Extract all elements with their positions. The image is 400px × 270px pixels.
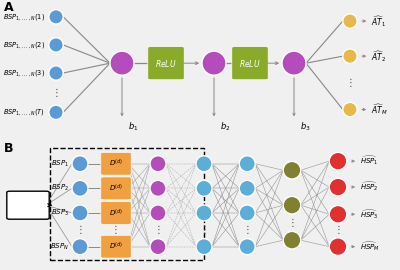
Text: $ReLU$: $ReLU$ [239,58,261,69]
FancyBboxPatch shape [101,202,131,224]
Ellipse shape [150,239,166,255]
Text: $\widehat{AT}_1$: $\widehat{AT}_1$ [371,14,386,29]
Ellipse shape [49,66,63,80]
Text: ⋮: ⋮ [287,218,297,228]
Ellipse shape [72,156,88,172]
Text: $D^{(d)}$: $D^{(d)}$ [109,158,123,169]
Text: ⋮: ⋮ [153,225,163,235]
Text: ⋮: ⋮ [75,225,85,235]
Text: ⋮: ⋮ [111,225,121,235]
Text: $\widehat{HSP}_M$: $\widehat{HSP}_M$ [360,240,380,253]
Text: $\widehat{AT}_2$: $\widehat{AT}_2$ [371,49,386,64]
Ellipse shape [343,49,357,63]
Text: $BSP_{1,...,N}(3)$: $BSP_{1,...,N}(3)$ [3,68,45,78]
FancyBboxPatch shape [148,47,184,80]
Text: $\widehat{AT}_M$: $\widehat{AT}_M$ [371,102,388,117]
Ellipse shape [239,239,255,255]
Text: ⋮: ⋮ [242,225,252,235]
Ellipse shape [329,178,347,196]
FancyBboxPatch shape [232,47,268,80]
Text: $Adj^{(1)}$: $Adj^{(1)}$ [17,198,39,212]
Text: B: B [4,142,14,155]
Ellipse shape [283,231,301,249]
Text: $D^{(d)}$: $D^{(d)}$ [109,183,123,194]
Ellipse shape [283,161,301,179]
Ellipse shape [72,180,88,196]
Ellipse shape [49,38,63,52]
Ellipse shape [196,205,212,221]
FancyBboxPatch shape [101,235,131,258]
Ellipse shape [343,14,357,28]
Text: $BSP_{1,...,N}(T)$: $BSP_{1,...,N}(T)$ [3,107,45,117]
Text: $\widehat{HSP}_2$: $\widehat{HSP}_2$ [360,181,379,193]
Ellipse shape [110,51,134,75]
Text: ⋮: ⋮ [51,88,61,98]
Text: ⋮: ⋮ [199,225,209,235]
Text: $\widehat{HSP}_1$: $\widehat{HSP}_1$ [360,155,379,167]
Text: ⋮: ⋮ [333,225,343,235]
Text: $BSP_2$: $BSP_2$ [51,183,69,193]
Ellipse shape [343,102,357,117]
Text: $\mathcal{M}_2$: $\mathcal{M}_2$ [205,57,223,70]
Ellipse shape [329,152,347,170]
Ellipse shape [72,205,88,221]
Text: A: A [4,1,14,14]
Text: $D^{(d)}$: $D^{(d)}$ [109,241,123,252]
Text: $BSP_{1,...,N}(1)$: $BSP_{1,...,N}(1)$ [3,12,45,22]
Text: $\mathcal{M}_3$: $\mathcal{M}_3$ [285,57,303,70]
Ellipse shape [49,10,63,24]
Text: $\mathcal{M}_1$: $\mathcal{M}_1$ [113,57,131,70]
Ellipse shape [329,238,347,255]
Ellipse shape [239,156,255,172]
Ellipse shape [239,180,255,196]
Text: ⋮: ⋮ [345,78,355,88]
Text: $BSP_N$: $BSP_N$ [50,242,69,252]
Text: $D^{(d)}$: $D^{(d)}$ [109,207,123,219]
FancyBboxPatch shape [101,177,131,200]
Ellipse shape [150,180,166,196]
Ellipse shape [150,205,166,221]
Text: $b_1$: $b_1$ [128,120,138,133]
Text: $b_2$: $b_2$ [220,120,230,133]
Ellipse shape [72,239,88,255]
Ellipse shape [196,156,212,172]
Ellipse shape [49,105,63,120]
FancyBboxPatch shape [101,152,131,175]
Ellipse shape [282,51,306,75]
Text: $BSP_1$: $BSP_1$ [51,159,69,169]
Ellipse shape [150,156,166,172]
Ellipse shape [239,205,255,221]
Text: $\widehat{HSP}_3$: $\widehat{HSP}_3$ [360,208,379,221]
Ellipse shape [283,196,301,214]
Text: $ReLU$: $ReLU$ [155,58,177,69]
Text: $BSP_{1,...,N}(2)$: $BSP_{1,...,N}(2)$ [3,40,45,50]
Ellipse shape [329,205,347,223]
Text: $BSP_3$: $BSP_3$ [51,208,69,218]
Text: $b_3$: $b_3$ [300,120,311,133]
Ellipse shape [196,180,212,196]
FancyBboxPatch shape [7,191,49,219]
Ellipse shape [196,239,212,255]
Ellipse shape [202,51,226,75]
